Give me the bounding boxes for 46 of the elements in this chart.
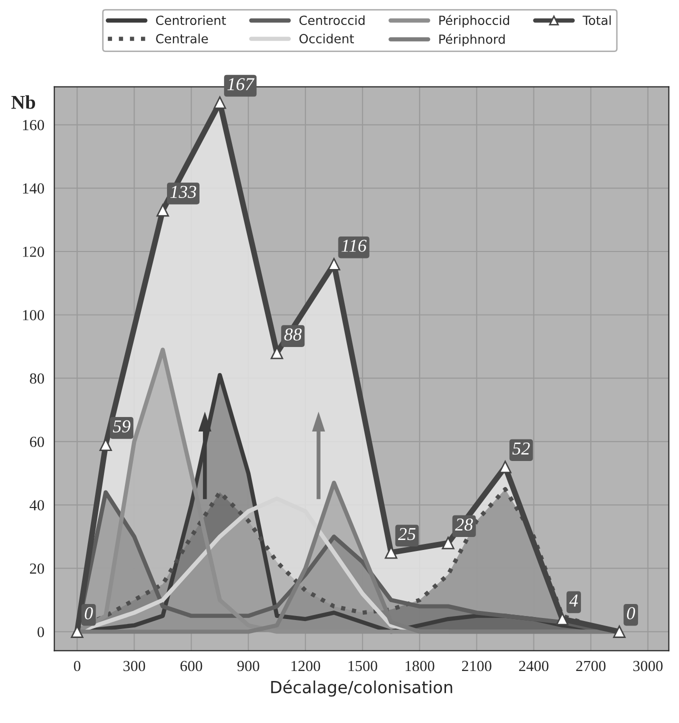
legend-label: Centrale: [156, 34, 208, 44]
x-tick-label: 0: [74, 660, 80, 672]
y-tick-label: 20: [30, 563, 44, 574]
x-axis-title: Décalage/colonisation: [271, 680, 452, 697]
point: [156, 204, 170, 217]
x-tick-label: 900: [237, 660, 260, 672]
y-tick-label: 160: [23, 120, 44, 130]
data-label: 133: [170, 186, 196, 198]
y-tick-label: 120: [23, 246, 44, 257]
point: [442, 536, 454, 550]
data-label: 25: [398, 528, 416, 540]
data-label: 0: [626, 607, 636, 620]
x-tick-label: 3000: [633, 660, 663, 672]
y-tick-label: 60: [30, 436, 44, 448]
legend-label: Centroccid: [299, 15, 364, 26]
y-tick-label: 100: [23, 310, 44, 320]
legend-label: Centrorient: [156, 15, 226, 26]
data-label: 4: [569, 594, 578, 607]
x-tick-label: 1800: [406, 660, 434, 672]
y-tick-label: 0: [38, 626, 44, 638]
x-tick-label: 600: [180, 660, 202, 672]
x-tick-label: 1200: [292, 660, 320, 672]
data-label: 0: [84, 607, 93, 620]
legend-label: Périphnord: [439, 34, 505, 46]
legend-label: Total: [582, 15, 611, 26]
y-tick-label: 140: [23, 183, 44, 194]
data-label: 28: [455, 518, 473, 531]
point: [613, 625, 626, 638]
y-tick-label: 80: [30, 373, 44, 384]
data-label: 88: [284, 328, 302, 341]
x-tick-label: 2400: [519, 660, 548, 672]
point: [328, 258, 340, 270]
x-tick-label: 2700: [576, 660, 606, 672]
legend-label: Périphoccid: [439, 14, 510, 28]
data-label: 116: [342, 240, 367, 252]
point: [214, 96, 226, 109]
data-label: 52: [512, 442, 530, 455]
point: [556, 612, 569, 626]
data-label: 59: [112, 420, 130, 432]
x-tick-label: 1500: [348, 660, 378, 672]
legend-label: Occident: [299, 34, 354, 44]
y-axis-title: Nb: [11, 95, 36, 109]
x-tick-label: 300: [123, 660, 146, 672]
x-tick-label: 2100: [462, 660, 492, 672]
data-label: 167: [227, 78, 254, 90]
y-tick-label: 40: [30, 500, 44, 510]
